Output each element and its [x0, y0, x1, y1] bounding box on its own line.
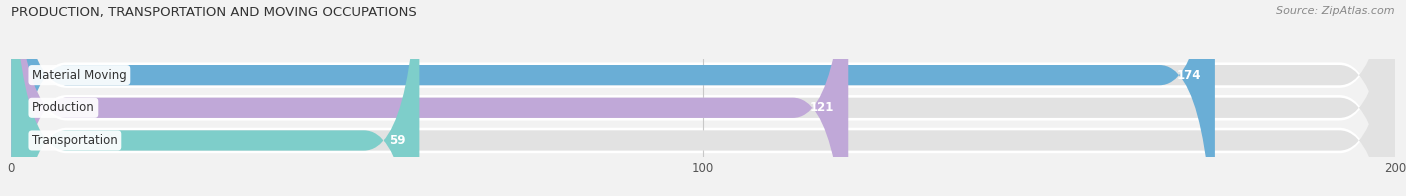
Text: 121: 121 — [810, 101, 834, 114]
FancyBboxPatch shape — [11, 0, 1395, 196]
Text: Transportation: Transportation — [32, 134, 118, 147]
FancyBboxPatch shape — [11, 0, 1395, 196]
Text: Source: ZipAtlas.com: Source: ZipAtlas.com — [1277, 6, 1395, 16]
Text: PRODUCTION, TRANSPORTATION AND MOVING OCCUPATIONS: PRODUCTION, TRANSPORTATION AND MOVING OC… — [11, 6, 418, 19]
FancyBboxPatch shape — [11, 0, 1395, 196]
FancyBboxPatch shape — [11, 0, 419, 196]
Text: Material Moving: Material Moving — [32, 69, 127, 82]
FancyBboxPatch shape — [11, 0, 1215, 196]
FancyBboxPatch shape — [11, 0, 848, 196]
FancyBboxPatch shape — [11, 0, 1395, 196]
Text: 59: 59 — [389, 134, 405, 147]
FancyBboxPatch shape — [11, 0, 1395, 196]
Text: 174: 174 — [1177, 69, 1201, 82]
Text: Production: Production — [32, 101, 94, 114]
FancyBboxPatch shape — [11, 0, 1395, 196]
